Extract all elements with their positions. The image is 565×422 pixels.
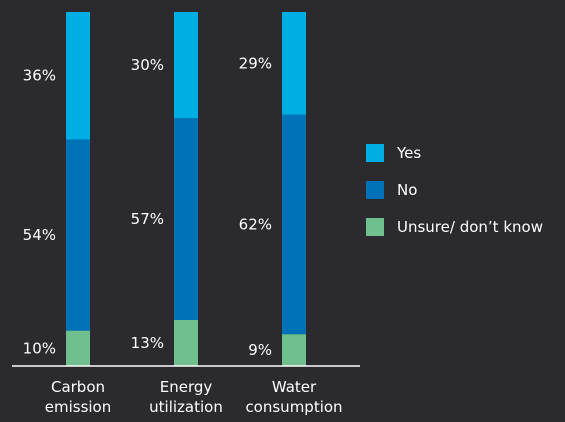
bar-water-consumption-yes — [282, 12, 306, 115]
legend: Yes No Unsure/ don’t know — [366, 144, 565, 255]
legend-label-unsure: Unsure/ don’t know — [397, 218, 543, 236]
value-label-energy-utilization-yes: 30% — [131, 56, 164, 74]
category-label-water-consumption-line-2: consumption — [245, 398, 342, 416]
value-label-water-consumption-no: 62% — [239, 215, 272, 233]
legend-item-unsure: Unsure/ don’t know — [366, 218, 565, 236]
value-label-energy-utilization-unsure-don-t-know: 13% — [131, 334, 164, 352]
category-label-energy-utilization-line-2: utilization — [149, 398, 223, 416]
legend-label-no: No — [397, 181, 418, 199]
bar-carbon-emission-unsure-don-t-know — [66, 330, 90, 366]
category-label-energy-utilization-line-1: Energy — [160, 378, 213, 396]
legend-label-yes: Yes — [397, 144, 422, 162]
legend-swatch-unsure — [366, 218, 384, 236]
bar-water-consumption-unsure-don-t-know — [282, 334, 306, 366]
legend-swatch-yes — [366, 144, 384, 162]
value-label-energy-utilization-no: 57% — [131, 210, 164, 228]
legend-item-no: No — [366, 181, 565, 199]
value-label-water-consumption-yes: 29% — [239, 54, 272, 72]
bar-energy-utilization-unsure-don-t-know — [174, 319, 198, 366]
bar-energy-utilization-no — [174, 118, 198, 320]
value-label-water-consumption-unsure-don-t-know: 9% — [248, 341, 272, 359]
category-label-carbon-emission-line-2: emission — [45, 398, 112, 416]
value-label-carbon-emission-no: 54% — [23, 226, 56, 244]
bar-water-consumption-no — [282, 114, 306, 335]
value-label-carbon-emission-yes: 36% — [23, 67, 56, 85]
bar-energy-utilization-yes — [174, 12, 198, 119]
bars-group — [66, 12, 306, 366]
legend-swatch-no — [366, 181, 384, 199]
category-label-water-consumption-line-1: Water — [272, 378, 317, 396]
legend-item-yes: Yes — [366, 144, 565, 162]
bar-carbon-emission-yes — [66, 12, 90, 140]
bar-carbon-emission-no — [66, 139, 90, 331]
value-labels-group: 10% 54% 36% 13% 57% 30% 9% 62% 29% — [23, 54, 272, 359]
value-label-carbon-emission-unsure-don-t-know: 10% — [23, 339, 56, 357]
category-label-carbon-emission-line-1: Carbon — [51, 378, 105, 396]
category-labels-group: Carbon emission Energy utilization Water cons… — [45, 378, 343, 416]
